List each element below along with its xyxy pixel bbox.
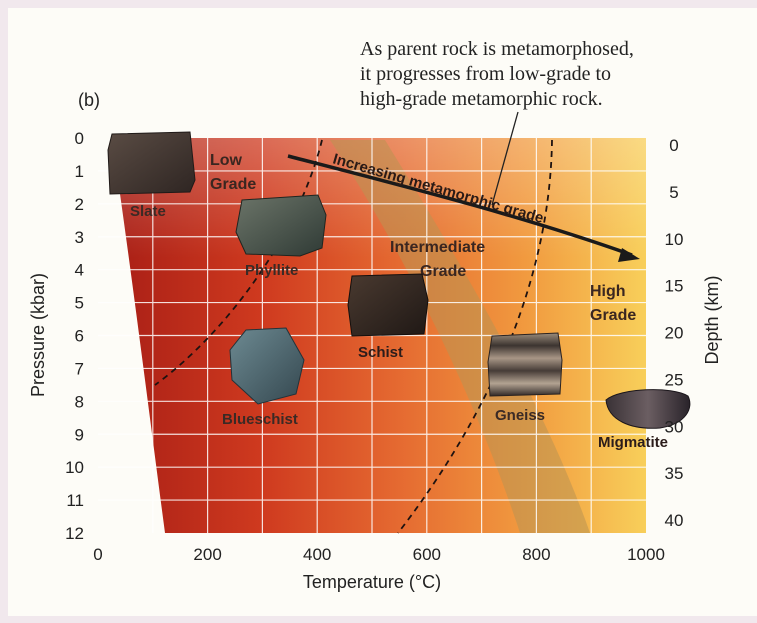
y-left-tick-10: 10 xyxy=(65,458,84,477)
blueschist-label: Blueschist xyxy=(222,411,298,428)
migmatite-label: Migmatite xyxy=(598,434,668,451)
y-right-tick-25: 25 xyxy=(665,370,684,389)
y-right-axis-ticks: 0 5 10 15 20 25 30 35 40 xyxy=(665,136,684,530)
grade-arrow xyxy=(287,154,633,257)
y-right-tick-0: 0 xyxy=(669,136,678,155)
zone-intermediate-line1: Intermediate xyxy=(390,239,485,256)
low-intermediate-boundary xyxy=(154,139,323,386)
y-left-tick-1: 1 xyxy=(75,162,84,181)
caption-line-1: As parent rock is metamorphosed, xyxy=(360,38,634,60)
panel-label: (b) xyxy=(78,90,100,110)
x-axis-title: Temperature (°C) xyxy=(303,572,441,592)
x-tick-800: 800 xyxy=(522,545,550,564)
zone-high-line2: Grade xyxy=(590,307,636,324)
zone-high-line1: High xyxy=(590,283,626,300)
x-tick-600: 600 xyxy=(413,545,441,564)
x-tick-0: 0 xyxy=(93,545,102,564)
y-left-tick-12: 12 xyxy=(65,524,84,543)
y-left-tick-6: 6 xyxy=(75,327,84,346)
y-left-tick-0: 0 xyxy=(75,129,84,148)
caption-leader-line xyxy=(491,111,519,206)
y-left-tick-2: 2 xyxy=(75,195,84,214)
y-left-tick-7: 7 xyxy=(75,359,84,378)
gneiss-label: Gneiss xyxy=(495,407,545,424)
y-left-tick-9: 9 xyxy=(75,425,84,444)
y-left-tick-5: 5 xyxy=(75,294,84,313)
x-axis-ticks: 0 200 400 600 800 1000 xyxy=(93,545,665,564)
blueschist-rock: Blueschist xyxy=(222,327,305,428)
x-tick-1000: 1000 xyxy=(627,545,665,564)
caption-line-2: it progresses from low-grade to xyxy=(360,63,611,85)
zone-low-line1: Low xyxy=(210,152,243,169)
y-right-tick-40: 40 xyxy=(665,511,684,530)
y-right-tick-35: 35 xyxy=(665,464,684,483)
y-left-tick-4: 4 xyxy=(75,261,84,280)
caption-line-3: high-grade metamorphic rock. xyxy=(360,88,603,110)
schist-label: Schist xyxy=(358,344,403,361)
gneiss-rock: Gneiss xyxy=(487,332,563,424)
zone-low-line2: Grade xyxy=(210,176,256,193)
slate-label: Slate xyxy=(130,203,166,220)
y-right-tick-30: 30 xyxy=(665,417,684,436)
y-right-axis-title: Depth (km) xyxy=(702,275,722,364)
y-right-tick-5: 5 xyxy=(669,183,678,202)
phyllite-rock: Phyllite xyxy=(235,194,327,279)
x-tick-200: 200 xyxy=(193,545,221,564)
zone-intermediate-line2: Grade xyxy=(420,263,466,280)
phyllite-label: Phyllite xyxy=(245,262,298,279)
y-left-axis-title: Pressure (kbar) xyxy=(28,273,48,397)
y-right-tick-15: 15 xyxy=(665,277,684,296)
x-tick-400: 400 xyxy=(303,545,331,564)
y-left-tick-3: 3 xyxy=(75,228,84,247)
y-left-tick-8: 8 xyxy=(75,392,84,411)
y-right-tick-10: 10 xyxy=(665,230,684,249)
schist-rock: Schist xyxy=(347,273,429,361)
intermediate-high-boundary xyxy=(397,139,553,534)
slate-rock: Slate xyxy=(107,131,196,220)
migmatite-rock: Migmatite xyxy=(598,389,691,451)
y-left-tick-11: 11 xyxy=(66,491,84,510)
y-right-tick-20: 20 xyxy=(665,324,684,343)
grade-arrowhead xyxy=(618,248,640,262)
